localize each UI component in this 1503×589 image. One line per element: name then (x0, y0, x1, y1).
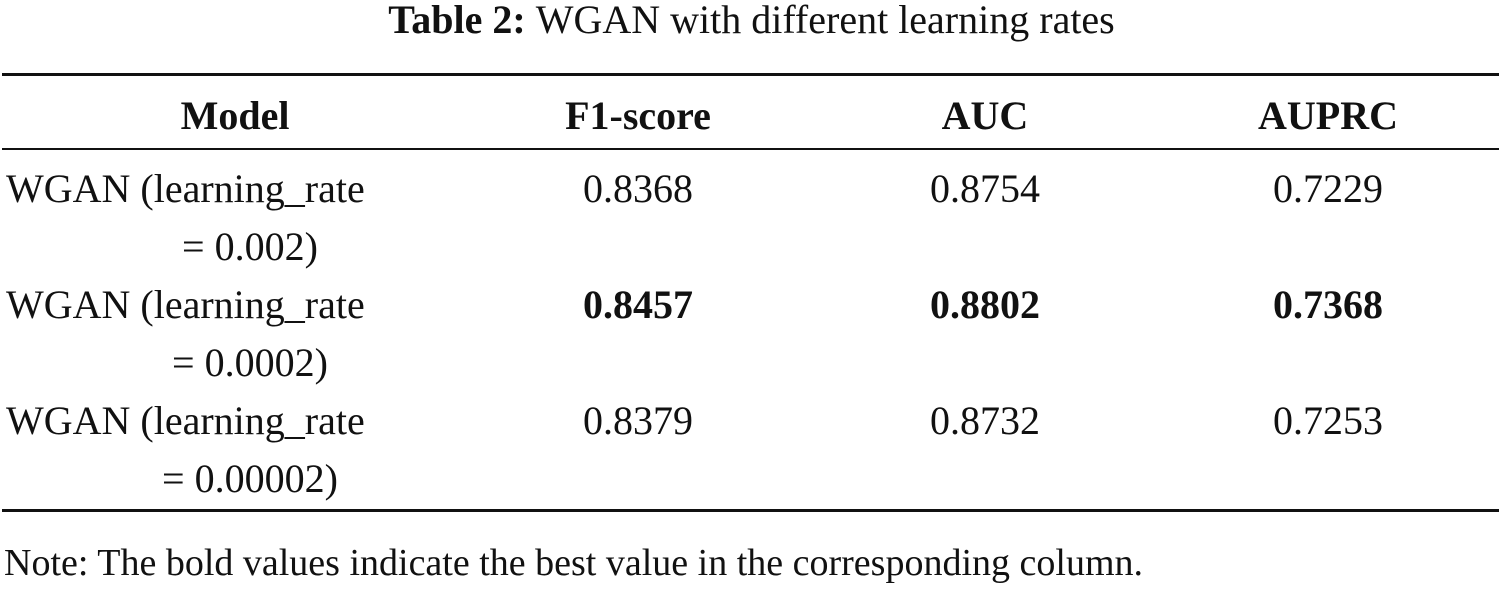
row1-auc: 0.8754 (930, 166, 1040, 211)
table-bottom-rule (2, 509, 1499, 512)
row2-auc: 0.8802 (930, 282, 1040, 327)
row3-auprc: 0.7253 (1273, 398, 1383, 443)
table-row-model: WGAN (learning_rate = 0.00002) (0, 392, 470, 508)
row2-f1-score: 0.8457 (583, 282, 693, 327)
model-name-line: WGAN (learning_rate (6, 398, 365, 443)
header-model: Model (180, 93, 290, 138)
header-auprc: AUPRC (1258, 93, 1398, 138)
table-row-model: WGAN (learning_rate = 0.0002) (0, 276, 470, 392)
row2-auprc: 0.7368 (1273, 282, 1383, 327)
model-lr-line: = 0.002) (182, 224, 318, 269)
model-name-line: WGAN (learning_rate (6, 166, 365, 211)
model-lr-line: = 0.0002) (172, 340, 328, 385)
row1-f1-score: 0.8368 (583, 166, 693, 211)
row3-auc: 0.8732 (930, 398, 1040, 443)
row3-f1-score: 0.8379 (583, 398, 693, 443)
model-name-line: WGAN (learning_rate (6, 282, 365, 327)
table-caption: Table 2: WGAN with different learning rat… (0, 0, 1503, 44)
table-note: Note: The bold values indicate the best … (4, 542, 1143, 584)
table-caption-label: Table 2: (388, 0, 526, 42)
table-row-model: WGAN (learning_rate = 0.002) (0, 160, 470, 276)
model-lr-line: = 0.00002) (162, 456, 338, 501)
table-top-rule (2, 73, 1499, 76)
header-auc: AUC (941, 93, 1029, 138)
table-header-rule (2, 148, 1499, 150)
row1-auprc: 0.7229 (1273, 166, 1383, 211)
table-caption-text: WGAN with different learning rates (535, 0, 1115, 42)
header-f1-score: F1-score (565, 93, 711, 138)
